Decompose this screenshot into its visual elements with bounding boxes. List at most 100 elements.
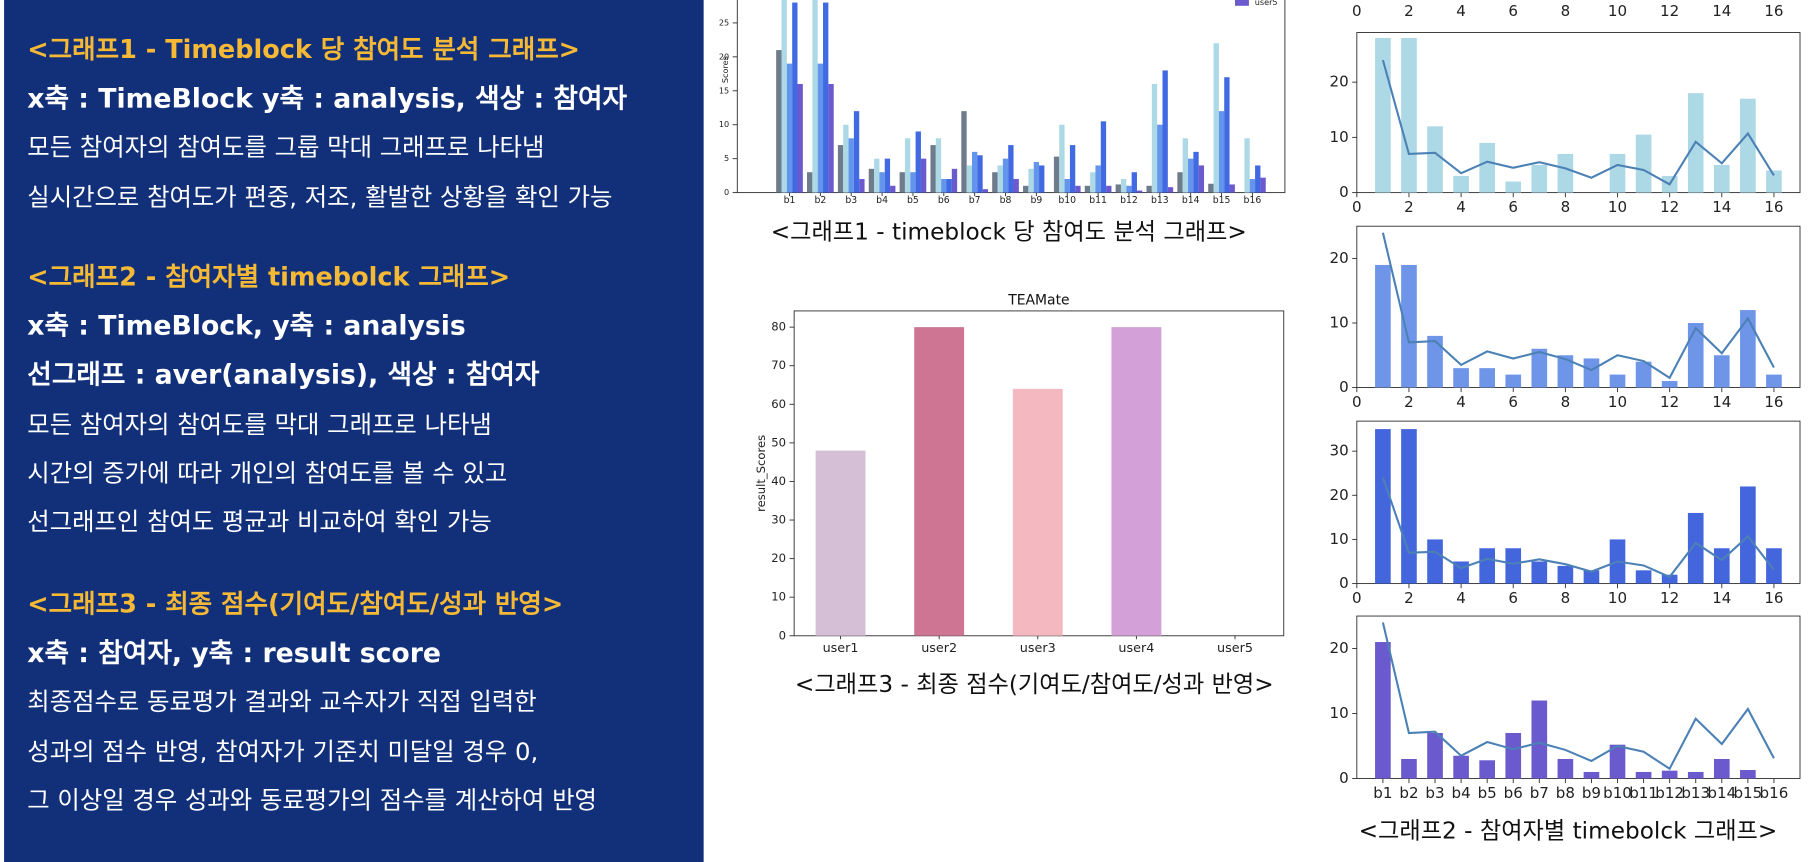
- x-tick-label: b9: [1582, 784, 1601, 802]
- bar: [776, 50, 782, 193]
- x-tick-label: 12: [1660, 393, 1679, 411]
- bar: [1687, 512, 1704, 584]
- section-line: x축 : TimeBlock y축 : analysis, 색상 : 참여자: [27, 83, 627, 114]
- bar: [1427, 126, 1443, 193]
- bar: [1740, 770, 1756, 779]
- y-tick-label: 20: [1330, 486, 1349, 504]
- bar: [1244, 138, 1250, 193]
- bar: [1177, 172, 1183, 193]
- bar: [1167, 187, 1174, 193]
- x-tick-label: b13: [1681, 784, 1710, 802]
- x-tick-label: b5: [1478, 784, 1497, 802]
- bar: [812, 0, 818, 193]
- bar: [1039, 165, 1045, 193]
- bar: [1583, 570, 1600, 584]
- x-tick-label: b16: [1760, 784, 1789, 802]
- bar: [1111, 327, 1162, 636]
- bar: [1053, 156, 1060, 193]
- x-tick-label: user3: [1020, 641, 1056, 656]
- x-tick-label: 10: [1608, 393, 1627, 411]
- y-tick-label: 10: [771, 590, 786, 604]
- caption: <그래프3 - 최종 점수(기여도/참여도/성과 반영>: [795, 671, 1274, 698]
- bar: [1131, 172, 1137, 193]
- x-tick-label: b10: [1058, 195, 1076, 206]
- section-heading: <그래프2 - 참여자별 timebolck 그래프>: [27, 262, 510, 292]
- bar: [1427, 335, 1443, 388]
- bar: [1505, 374, 1522, 388]
- bar: [977, 155, 983, 193]
- bar: [1505, 732, 1522, 779]
- section-line: 성과의 점수 반영, 참여자가 기준치 미달일 경우 0,: [27, 737, 538, 766]
- x-tick-label: 0: [1352, 2, 1362, 20]
- x-tick-label: b2: [814, 195, 826, 206]
- x-tick-label: b6: [938, 195, 950, 206]
- x-tick-label: user5: [1217, 641, 1253, 656]
- x-tick-label: 2: [1404, 393, 1414, 411]
- y-axis-label: result_Scores: [754, 435, 768, 512]
- x-tick-label: b8: [1556, 784, 1575, 802]
- bar: [1531, 164, 1548, 193]
- bar: [910, 172, 916, 193]
- x-tick-label: b12: [1120, 195, 1138, 206]
- bar: [1012, 388, 1063, 636]
- section-line: x축 : TimeBlock, y축 : analysis: [27, 311, 466, 342]
- y-tick-label: 70: [771, 358, 786, 372]
- bar: [1766, 548, 1782, 584]
- bar: [1198, 165, 1205, 193]
- x-tick-label: 0: [1352, 198, 1362, 216]
- bar: [823, 2, 829, 193]
- bar: [899, 172, 905, 193]
- axes-frame: [1356, 420, 1801, 585]
- bar: [1479, 548, 1495, 584]
- bar: [1151, 83, 1158, 193]
- bar: [1635, 134, 1652, 193]
- bar: [1028, 168, 1034, 193]
- bar: [815, 450, 866, 636]
- bar: [1260, 177, 1266, 193]
- section-line: 선그래프인 참여도 평균과 비교하여 확인 가능: [27, 507, 492, 536]
- x-tick-label: 12: [1660, 198, 1679, 216]
- x-tick-label: b4: [1452, 784, 1471, 802]
- bar: [1557, 758, 1574, 779]
- bar: [817, 63, 824, 193]
- bar: [1100, 121, 1107, 193]
- bar: [1427, 732, 1443, 779]
- x-tick-label: user1: [823, 641, 859, 656]
- x-tick-label: 6: [1508, 198, 1518, 216]
- x-tick-label: 14: [1712, 198, 1731, 216]
- bar: [1084, 185, 1091, 193]
- x-tick-label: 2: [1404, 198, 1414, 216]
- section-line: 실시간으로 참여도가 편중, 저조, 활발한 상황을 확인 가능: [27, 182, 612, 211]
- bar: [1115, 184, 1121, 193]
- section-line: 모든 참여자의 참여도를 그룹 막대 그래프로 나타냄: [27, 133, 544, 162]
- bar: [1375, 264, 1391, 388]
- x-tick-label: 2: [1404, 2, 1414, 20]
- x-tick-label: 0: [1352, 393, 1362, 411]
- x-tick-label: b14: [1182, 195, 1200, 206]
- x-tick-label: 16: [1764, 589, 1783, 607]
- bar: [828, 83, 834, 193]
- x-tick-label: b10: [1603, 784, 1632, 802]
- bar: [1375, 642, 1391, 779]
- y-tick-label: 20: [771, 551, 786, 565]
- x-tick-label: b3: [845, 195, 857, 206]
- x-tick-label: user2: [921, 641, 957, 656]
- bar: [1218, 111, 1225, 193]
- x-tick-label: b2: [1399, 784, 1418, 802]
- y-tick-label: 5: [724, 153, 729, 163]
- y-tick-label: 0: [1339, 769, 1349, 787]
- bar: [935, 138, 942, 193]
- x-tick-label: 14: [1712, 2, 1731, 20]
- x-tick-label: 6: [1508, 589, 1518, 607]
- x-tick-label: 12: [1660, 2, 1679, 20]
- bar: [1182, 138, 1189, 193]
- bar: [1740, 310, 1756, 388]
- bar: [853, 111, 860, 193]
- bar: [1609, 153, 1626, 193]
- x-tick-label: 10: [1608, 2, 1627, 20]
- section-heading: <그래프3 - 최종 점수(기여도/참여도/성과 반영>: [27, 590, 563, 620]
- x-tick-label: 16: [1764, 393, 1783, 411]
- bar: [1531, 561, 1548, 584]
- y-tick-label: 60: [771, 397, 786, 411]
- bar: [1120, 179, 1127, 193]
